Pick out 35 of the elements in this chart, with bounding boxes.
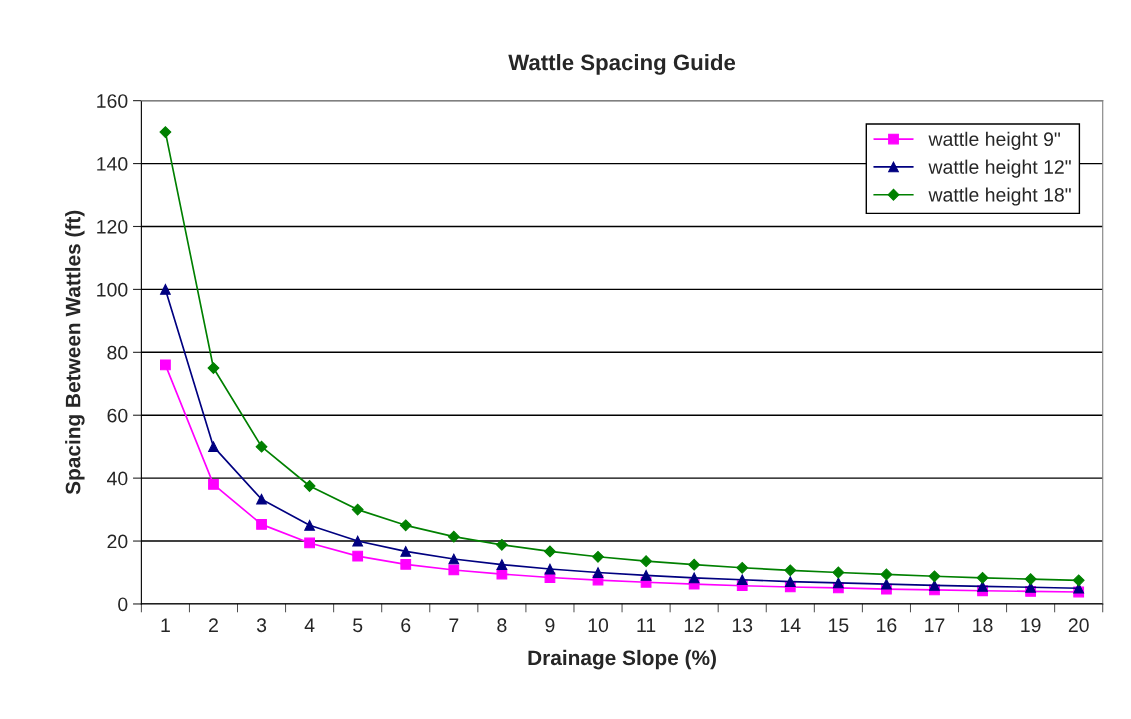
x-tick-label: 12 xyxy=(684,618,704,632)
legend-label: wattle height 18" xyxy=(928,187,1071,206)
x-tick-label: 15 xyxy=(829,618,849,633)
y-tick-label: 140 xyxy=(97,157,128,171)
x-tick-label: 8 xyxy=(497,618,507,633)
x-tick-label: 5 xyxy=(353,618,363,633)
y-tick-label: 40 xyxy=(107,471,128,486)
x-tick-label: 13 xyxy=(732,618,753,633)
y-tick-label: 20 xyxy=(107,534,128,549)
x-axis-title: Drainage Slope (%) xyxy=(528,649,716,670)
x-tick-label: 16 xyxy=(877,618,897,633)
y-axis-title: Spacing Between Wattles (ft) xyxy=(65,210,85,495)
legend-label: wattle height 12" xyxy=(928,159,1071,178)
x-tick-label: 17 xyxy=(925,618,945,632)
y-tick-label: 160 xyxy=(97,94,128,108)
y-tick-label: 120 xyxy=(97,219,128,234)
x-tick-label: 6 xyxy=(401,618,411,633)
x-tick-label: 3 xyxy=(256,618,267,633)
x-tick-label: 1 xyxy=(161,618,170,632)
x-tick-label: 10 xyxy=(588,618,609,633)
y-tick-label: 100 xyxy=(97,282,128,297)
x-tick-label: 18 xyxy=(973,618,993,633)
y-tick-label: 60 xyxy=(107,408,128,423)
y-tick-label: 80 xyxy=(107,345,128,360)
x-tick-label: 11 xyxy=(637,618,656,632)
chart-title: Wattle Spacing Guide xyxy=(508,54,736,75)
x-tick-label: 14 xyxy=(780,618,801,632)
x-tick-label: 9 xyxy=(545,618,555,633)
legend-label: wattle height 9" xyxy=(928,131,1060,150)
x-tick-label: 19 xyxy=(1021,618,1041,633)
x-tick-label: 7 xyxy=(449,618,459,632)
y-tick-label: 0 xyxy=(118,597,128,612)
x-tick-label: 4 xyxy=(304,618,315,632)
x-tick-label: 20 xyxy=(1068,618,1089,633)
x-tick-label: 2 xyxy=(209,618,218,632)
